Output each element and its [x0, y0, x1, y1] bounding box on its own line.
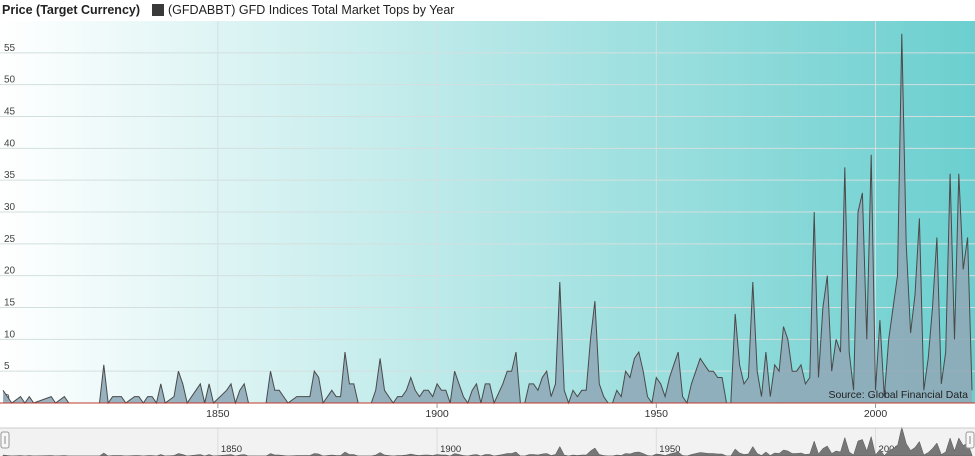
source-note: Source: Global Financial Data	[829, 389, 969, 401]
grid-lines	[0, 21, 975, 403]
navigator-left-handle[interactable]	[0, 431, 10, 449]
y-tick-label: 10	[4, 329, 16, 340]
y-tick-label: 50	[4, 75, 16, 86]
y-tick-label: 25	[4, 234, 16, 245]
x-tick-label: 1950	[645, 408, 669, 420]
navigator[interactable]: 1850 1900 1950 2000	[0, 426, 975, 456]
navigator-tick-label: 1900	[440, 444, 461, 455]
x-axis: 1850 1900 1950 2000	[0, 402, 975, 420]
y-tick-label: 35	[4, 170, 16, 181]
series-area[interactable]	[2, 33, 973, 405]
x-tick-label: 2000	[864, 408, 888, 420]
y-tick-label: 15	[4, 298, 16, 309]
y-tick-label: 30	[4, 202, 16, 213]
y-axis-title: Price (Target Currency)	[2, 3, 141, 17]
legend-swatch[interactable]	[152, 4, 165, 16]
y-tick-label: 45	[4, 107, 16, 118]
y-tick-label: 20	[4, 266, 16, 277]
navigator-right-handle[interactable]	[965, 431, 975, 449]
y-tick-label: 55	[4, 43, 16, 54]
legend-series-label[interactable]: (GFDABBT) GFD Indices Total Market Tops …	[168, 3, 455, 17]
navigator-tick-label: 1950	[659, 444, 680, 455]
x-tick-label: 1850	[206, 408, 230, 420]
series-line[interactable]	[2, 33, 973, 405]
chart-legend: Price (Target Currency) (GFDABBT) GFD In…	[0, 0, 975, 20]
y-tick-label: 40	[4, 138, 16, 149]
y-tick-label: 5	[4, 361, 10, 372]
navigator-tick-label: 2000	[879, 444, 900, 455]
navigator-tick-label: 1850	[221, 444, 242, 455]
navigator-series	[2, 426, 973, 456]
x-tick-label: 1900	[425, 408, 449, 420]
